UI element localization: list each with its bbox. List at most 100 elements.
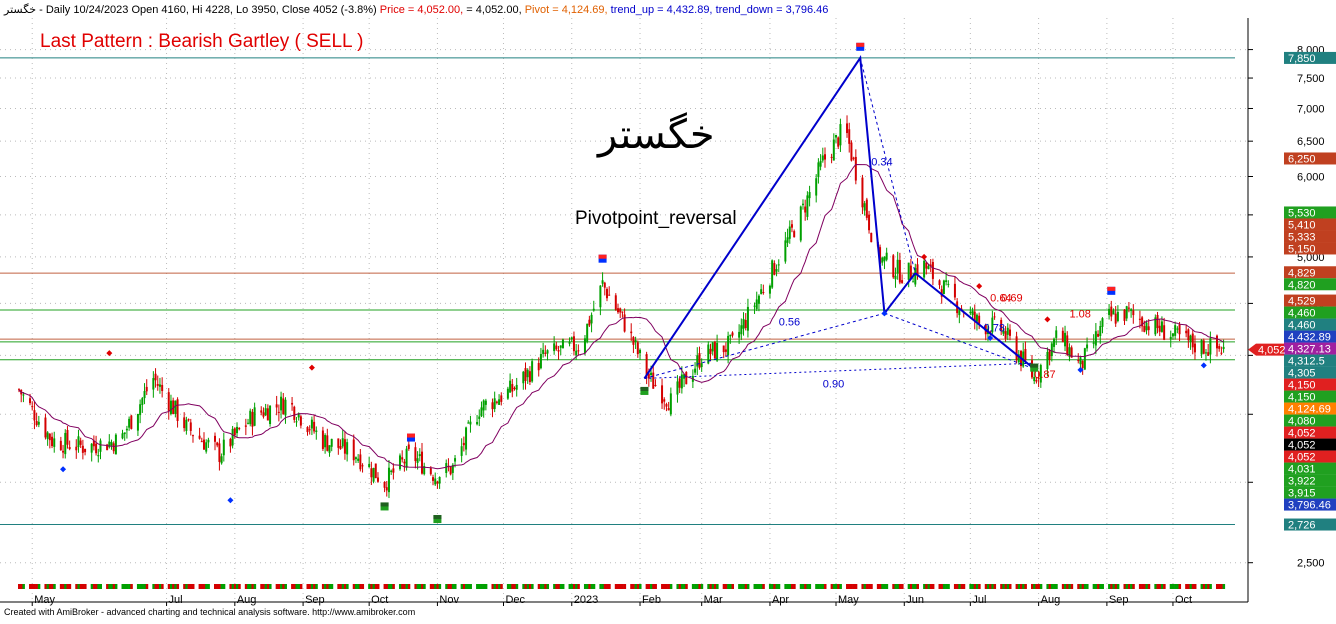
plot-layer: 0.34 0.56 0.90 0.78 0.640.69 1.08 0.87 [0,42,1235,589]
candle-body [729,334,732,337]
signal-bar-segment [1000,584,1003,589]
candle-body [630,331,633,334]
signal-bar-segment [299,584,303,589]
signal-bar-segment [423,584,426,589]
signal-bar-segment [861,584,864,589]
candle-body [176,399,179,421]
candle-body [973,311,976,321]
signal-bar-segment [77,584,80,589]
candle-body [978,315,981,324]
signal-bar-segment [253,584,257,589]
signal-bar-segment [914,584,917,589]
candle-body [716,342,719,361]
price-tag-label: 4,432.89 [1288,332,1331,344]
signal-bar-segment [141,584,144,589]
candle-body [830,156,833,158]
signal-bar-segment [324,584,327,589]
signal-bar-segment [590,584,594,589]
candle-body [925,262,928,269]
candle-body [865,199,868,218]
signal-bar-segment [1053,584,1056,589]
signal-bar-segment [588,584,591,589]
candle-body [885,252,888,260]
candle-body [398,455,401,470]
candle-body [901,280,904,283]
candle-body [940,289,943,297]
candle-body [247,422,250,424]
candle-body [700,363,703,368]
candle-body [605,288,608,299]
signal-bar-segment [352,584,356,589]
signal-bar-segment [421,584,424,589]
candle-body [775,269,778,272]
candle-body [337,438,340,448]
price-tag [1284,294,1336,307]
signal-bar-segment [48,584,52,589]
candle-body [773,263,776,275]
pattern-bd-dashed [884,312,1035,370]
signal-bar-segment [1145,584,1149,589]
signal-bar-segment [691,584,695,589]
candle-body [152,378,155,390]
price-tag [1284,474,1336,487]
price-tag-label: 4,305 [1288,368,1316,380]
signal-bar-segment [1187,584,1190,589]
candle-body [352,439,355,461]
watermark-name: خگستر [596,112,715,158]
signal-bar-segment [848,584,851,589]
candle-body [1008,329,1011,336]
candle-body [48,433,51,441]
candle-body [476,421,479,425]
candle-body [724,349,727,352]
signal-bar-segment [200,584,204,589]
signal-bar-segment [79,584,83,589]
candle-body [1037,377,1040,379]
candle-body [46,432,49,439]
signal-bar-segment [207,584,210,589]
candle-body [771,260,774,288]
signal-bar-segment [84,584,87,589]
signal-bar-segment [969,584,972,589]
price-tag [1284,414,1336,427]
price-tag-label: 4,460 [1288,320,1316,332]
signal-bar-segment [429,584,433,589]
signal-bar-segment [700,584,704,589]
price-tag-label: 4,052 [1288,428,1316,440]
fib-ratio-label: 0.64 [990,292,1011,304]
signal-bar-segment [152,584,155,589]
candle-body [343,439,346,454]
candle-body [892,255,895,278]
header-trend-up: trend_up = 4,432.89, [611,4,713,16]
signal-bar-segment [852,584,856,589]
signal-bar-segment [808,584,812,589]
signal-bar-segment [295,584,298,589]
signal-bar-segment [539,584,543,589]
x-tick-label: Mar [704,594,723,606]
signal-bar-segment [634,584,638,589]
signal-bar-segment [260,584,263,589]
price-tag-label: 4,124.69 [1288,404,1331,416]
signal-bar-segment [233,584,237,589]
price-tag [1284,278,1336,291]
candle-body [824,154,827,160]
signal-bar-segment [447,584,450,589]
candle-body [713,341,716,359]
signal-bar-segment [685,584,688,589]
candle-body [280,396,283,411]
candle-body [861,177,864,208]
x-tick-label: May [838,594,859,606]
signal-bar-segment [231,584,235,589]
signal-bar-segment [293,584,296,589]
buy-marker-top [1030,363,1039,368]
pivot-low-diamond [227,497,234,504]
signal-bar-segment [99,584,102,589]
signal-bar-segment [868,584,871,589]
candle-body [214,435,217,442]
candle-body [121,433,124,439]
signal-bar-segment [330,584,334,589]
candle-body [991,317,994,333]
candle-body [447,466,450,468]
signal-bar-segment [938,584,942,589]
signal-bar-segment [557,584,561,589]
